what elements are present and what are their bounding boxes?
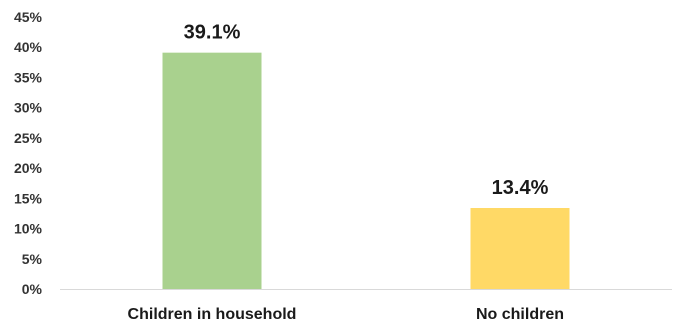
y-axis-tick-labels: 0% 5% 10% 15% 20% 25% 30% 35% 40% 45% xyxy=(14,9,43,297)
y-tick-label: 35% xyxy=(14,69,43,85)
y-tick-label: 5% xyxy=(22,251,43,267)
data-label: 39.1% xyxy=(184,22,241,44)
category-label: Children in household xyxy=(128,306,297,323)
y-tick-label: 10% xyxy=(14,221,43,237)
bars xyxy=(162,52,570,289)
bar xyxy=(470,208,570,289)
y-tick-label: 0% xyxy=(22,281,43,297)
category-label: No children xyxy=(476,306,564,323)
y-tick-label: 20% xyxy=(14,160,43,176)
y-tick-label: 30% xyxy=(14,100,43,116)
y-tick-label: 25% xyxy=(14,130,43,146)
y-tick-label: 15% xyxy=(14,190,43,206)
bar xyxy=(162,52,262,289)
category-labels: Children in household No children xyxy=(128,306,564,323)
data-label: 13.4% xyxy=(492,177,549,199)
y-tick-label: 40% xyxy=(14,39,43,55)
y-tick-label: 45% xyxy=(14,9,43,25)
data-labels: 39.1% 13.4% xyxy=(184,22,549,199)
